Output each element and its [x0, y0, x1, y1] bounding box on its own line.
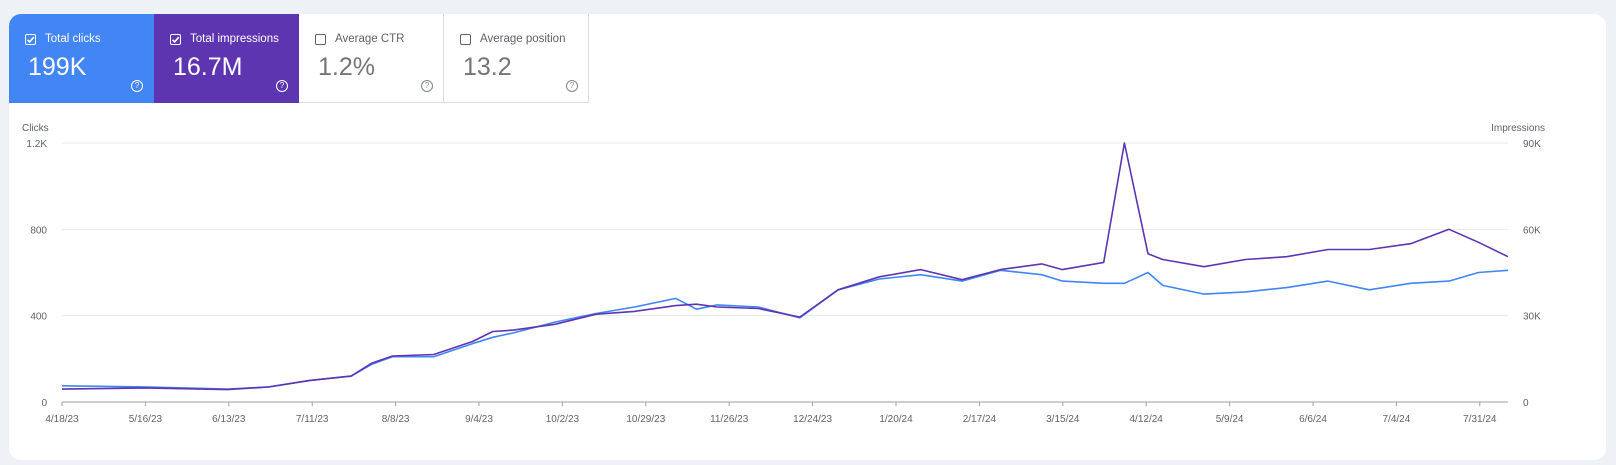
metric-label: Average CTR	[335, 33, 405, 45]
metric-total-clicks[interactable]: Total clicks 199K ?	[9, 14, 154, 103]
metric-average-position[interactable]: Average position 13.2 ?	[444, 14, 589, 103]
metric-label: Total impressions	[190, 33, 279, 45]
checkbox-unchecked-icon[interactable]	[315, 34, 326, 45]
metric-value: 1.2%	[318, 53, 375, 81]
help-icon[interactable]: ?	[566, 80, 578, 92]
performance-card: Total clicks 199K ? Total impressions 16…	[9, 14, 1606, 460]
metric-value: 199K	[28, 53, 87, 81]
checkbox-unchecked-icon[interactable]	[460, 34, 471, 45]
checkbox-checked-icon[interactable]	[25, 34, 36, 45]
help-icon[interactable]: ?	[131, 80, 143, 92]
metric-label: Average position	[480, 33, 566, 45]
metric-tabs: Total clicks 199K ? Total impressions 16…	[9, 14, 589, 103]
metric-label: Total clicks	[45, 33, 101, 45]
metric-value: 16.7M	[173, 53, 243, 81]
help-icon[interactable]: ?	[421, 80, 433, 92]
checkbox-checked-icon[interactable]	[170, 34, 181, 45]
metric-total-impressions[interactable]: Total impressions 16.7M ?	[154, 14, 299, 103]
help-icon[interactable]: ?	[276, 80, 288, 92]
metric-value: 13.2	[463, 53, 512, 81]
metric-average-ctr[interactable]: Average CTR 1.2% ?	[299, 14, 444, 103]
